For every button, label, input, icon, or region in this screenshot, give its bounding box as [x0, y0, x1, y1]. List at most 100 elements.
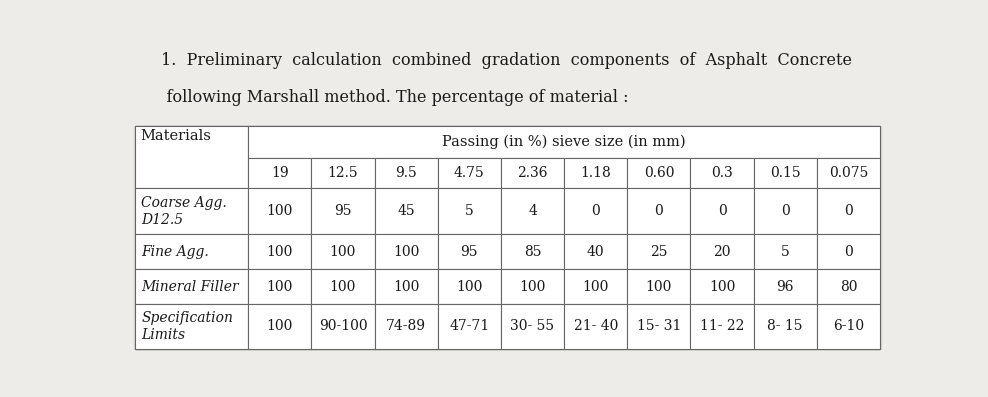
Text: 12.5: 12.5 [328, 166, 359, 180]
Bar [501, 304, 564, 349]
Text: 74-89: 74-89 [386, 320, 426, 333]
Bar [691, 234, 754, 269]
Text: 95: 95 [460, 245, 478, 258]
Bar [135, 269, 248, 304]
Text: 100: 100 [267, 204, 293, 218]
Bar [248, 125, 880, 158]
Text: 85: 85 [524, 245, 541, 258]
Bar [248, 234, 311, 269]
Bar [817, 158, 880, 188]
Text: 15- 31: 15- 31 [636, 320, 681, 333]
Text: 0: 0 [717, 204, 726, 218]
Text: 2.36: 2.36 [518, 166, 547, 180]
Bar [135, 125, 880, 349]
Text: 80: 80 [840, 279, 858, 294]
Text: 1.18: 1.18 [580, 166, 612, 180]
Text: 25: 25 [650, 245, 668, 258]
Text: 1.  Preliminary  calculation  combined  gradation  components  of  Asphalt  Conc: 1. Preliminary calculation combined grad… [161, 52, 852, 69]
Text: 100: 100 [393, 279, 419, 294]
Text: 45: 45 [397, 204, 415, 218]
Text: 100: 100 [708, 279, 735, 294]
Text: 8- 15: 8- 15 [768, 320, 803, 333]
Bar [311, 158, 374, 188]
Bar [564, 304, 627, 349]
Text: 4.75: 4.75 [453, 166, 485, 180]
Text: 0: 0 [844, 204, 853, 218]
Bar [691, 269, 754, 304]
Bar [374, 234, 438, 269]
Text: 100: 100 [520, 279, 545, 294]
Bar [374, 304, 438, 349]
Text: Materials: Materials [140, 129, 211, 143]
Bar [754, 234, 817, 269]
Bar [248, 188, 311, 234]
Bar [564, 158, 627, 188]
Bar [135, 304, 248, 349]
Bar [627, 188, 691, 234]
Text: 21- 40: 21- 40 [573, 320, 618, 333]
Bar [564, 234, 627, 269]
Text: 100: 100 [267, 279, 293, 294]
Bar [311, 234, 374, 269]
Bar [627, 158, 691, 188]
Bar [754, 269, 817, 304]
Text: 11- 22: 11- 22 [700, 320, 744, 333]
Text: 19: 19 [271, 166, 288, 180]
Bar [627, 234, 691, 269]
Text: 100: 100 [330, 279, 357, 294]
Text: 95: 95 [334, 204, 352, 218]
Text: 100: 100 [583, 279, 609, 294]
Bar [501, 158, 564, 188]
Text: 100: 100 [393, 245, 419, 258]
Text: 100: 100 [646, 279, 672, 294]
Bar [438, 158, 501, 188]
Bar [311, 269, 374, 304]
Text: 96: 96 [777, 279, 794, 294]
Text: 0: 0 [844, 245, 853, 258]
Bar [817, 188, 880, 234]
Text: 5: 5 [465, 204, 473, 218]
Bar [374, 188, 438, 234]
Bar [438, 269, 501, 304]
Text: 0.60: 0.60 [643, 166, 674, 180]
Text: Fine Agg.: Fine Agg. [141, 245, 208, 258]
Bar [817, 304, 880, 349]
Text: 0: 0 [781, 204, 789, 218]
Text: 90-100: 90-100 [319, 320, 368, 333]
Bar [691, 158, 754, 188]
Bar [374, 158, 438, 188]
Text: 30- 55: 30- 55 [511, 320, 554, 333]
Bar [691, 188, 754, 234]
Text: Coarse Agg.
D12.5: Coarse Agg. D12.5 [141, 196, 227, 227]
Text: 100: 100 [267, 245, 293, 258]
Text: 20: 20 [713, 245, 731, 258]
Bar [248, 304, 311, 349]
Bar [754, 188, 817, 234]
Bar [754, 304, 817, 349]
Bar [135, 234, 248, 269]
Text: 5: 5 [781, 245, 789, 258]
Text: 100: 100 [267, 320, 293, 333]
Bar [501, 234, 564, 269]
Text: 0: 0 [592, 204, 600, 218]
Text: 100: 100 [456, 279, 482, 294]
Bar [438, 304, 501, 349]
Bar [691, 304, 754, 349]
Bar [501, 269, 564, 304]
Bar [438, 234, 501, 269]
Text: 0.15: 0.15 [770, 166, 800, 180]
Bar [564, 269, 627, 304]
Bar [627, 304, 691, 349]
Bar [248, 158, 311, 188]
Text: 100: 100 [330, 245, 357, 258]
Text: 6-10: 6-10 [833, 320, 864, 333]
Bar [627, 269, 691, 304]
Text: 0.075: 0.075 [829, 166, 868, 180]
Bar [438, 188, 501, 234]
Text: following Marshall method. The percentage of material :: following Marshall method. The percentag… [146, 89, 629, 106]
Bar [311, 304, 374, 349]
Text: 40: 40 [587, 245, 605, 258]
Bar [311, 188, 374, 234]
Text: Passing (in %) sieve size (in mm): Passing (in %) sieve size (in mm) [443, 135, 686, 149]
Text: Specification
Limits: Specification Limits [141, 311, 233, 342]
